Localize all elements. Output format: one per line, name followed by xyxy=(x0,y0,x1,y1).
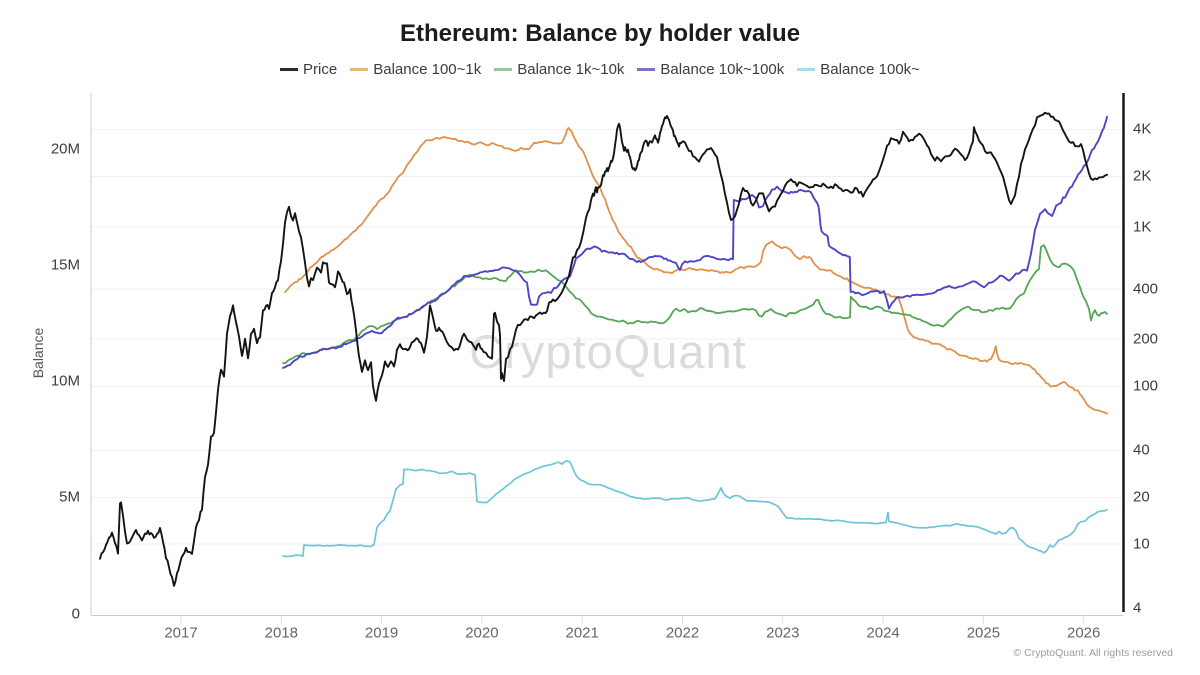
svg-text:2021: 2021 xyxy=(566,625,599,642)
svg-text:100: 100 xyxy=(1133,378,1158,395)
svg-text:2026: 2026 xyxy=(1067,625,1100,642)
svg-text:4K: 4K xyxy=(1133,121,1151,138)
svg-text:2024: 2024 xyxy=(866,625,899,642)
svg-text:1K: 1K xyxy=(1133,219,1151,236)
svg-text:20: 20 xyxy=(1133,489,1150,506)
svg-text:200: 200 xyxy=(1133,331,1158,348)
svg-text:15M: 15M xyxy=(51,257,80,274)
svg-text:0: 0 xyxy=(72,606,80,623)
svg-text:20M: 20M xyxy=(51,141,80,158)
svg-text:10: 10 xyxy=(1133,536,1150,553)
svg-text:40: 40 xyxy=(1133,442,1150,459)
svg-text:2020: 2020 xyxy=(465,625,498,642)
svg-text:2017: 2017 xyxy=(164,625,197,642)
svg-text:2018: 2018 xyxy=(265,625,298,642)
svg-text:5M: 5M xyxy=(59,489,80,506)
svg-text:2019: 2019 xyxy=(365,625,398,642)
svg-text:2022: 2022 xyxy=(666,625,699,642)
svg-text:2023: 2023 xyxy=(766,625,799,642)
svg-text:2K: 2K xyxy=(1133,168,1151,185)
svg-text:2025: 2025 xyxy=(967,625,1000,642)
svg-text:400: 400 xyxy=(1133,281,1158,298)
svg-text:4: 4 xyxy=(1133,600,1141,617)
svg-text:10M: 10M xyxy=(51,373,80,390)
